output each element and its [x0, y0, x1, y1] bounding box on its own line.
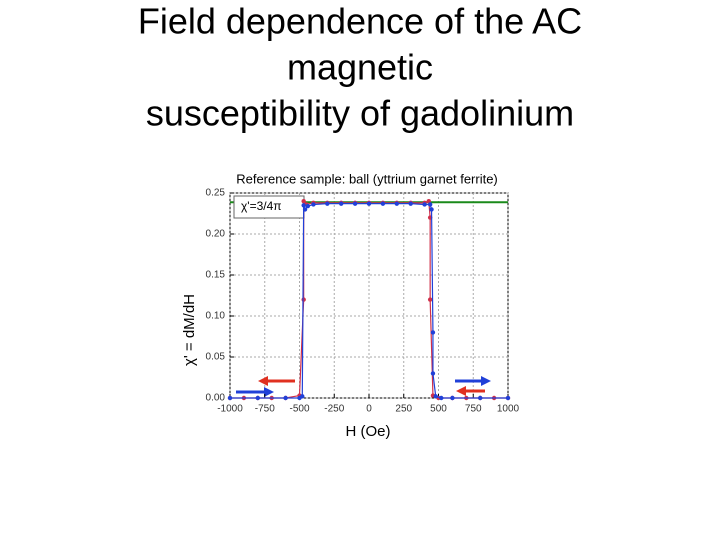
data-point — [305, 203, 311, 209]
y-tick-label: 0.05 — [206, 352, 226, 363]
data-point — [427, 297, 433, 302]
data-point — [255, 395, 260, 401]
y-tick-label: 0.15 — [206, 270, 226, 281]
data-point — [430, 330, 436, 335]
data-point — [352, 201, 358, 206]
arrow-head — [258, 376, 268, 386]
data-point — [478, 395, 483, 401]
slide-title: susceptibility of gadolinium — [146, 93, 574, 134]
x-tick-label: 250 — [395, 404, 412, 415]
data-point — [311, 202, 316, 207]
data-point — [302, 207, 308, 212]
data-point — [505, 395, 511, 401]
y-tick-label: 0.20 — [206, 229, 226, 240]
data-point — [380, 201, 386, 206]
data-point — [429, 207, 434, 212]
data-point — [408, 201, 413, 206]
y-tick-label: 0.25 — [206, 188, 226, 199]
y-tick-label: 0.10 — [206, 311, 226, 322]
arrow-head — [264, 387, 274, 397]
data-point — [430, 371, 436, 376]
chart-title: Reference sample: ball (yttrium garnet f… — [236, 171, 498, 186]
x-axis-label: H (Oe) — [346, 423, 391, 440]
data-point — [300, 394, 305, 399]
slide-title: Field dependence of the AC — [138, 1, 582, 42]
x-tick-label: 750 — [465, 404, 482, 415]
data-point — [339, 201, 344, 206]
x-tick-label: 1000 — [497, 404, 520, 415]
y-axis-label: χ' = dM/dH — [181, 294, 198, 366]
data-point — [301, 203, 306, 208]
y-tick-label: 0.00 — [206, 393, 226, 404]
data-point — [301, 199, 306, 204]
annotation: χ'=3/4π — [241, 199, 282, 213]
data-point — [301, 297, 306, 302]
data-point — [450, 395, 455, 401]
slide-title: magnetic — [287, 47, 433, 88]
arrows — [236, 376, 491, 397]
data-point — [283, 395, 288, 401]
data-point — [227, 395, 233, 401]
x-tick-label: -1000 — [217, 404, 243, 415]
x-tick-label: -500 — [289, 404, 309, 415]
x-tick-label: 500 — [430, 404, 447, 415]
data-point — [427, 202, 433, 207]
arrow-head — [456, 386, 466, 396]
data-point — [366, 201, 372, 206]
data-point — [439, 395, 444, 401]
plot-frame — [229, 192, 509, 399]
x-tick-label: -750 — [255, 404, 275, 415]
data-point — [422, 202, 427, 207]
series-line — [230, 203, 508, 399]
arrow-head — [481, 376, 491, 386]
data-point — [433, 394, 438, 399]
x-tick-label: 0 — [366, 404, 372, 415]
data-point — [394, 201, 399, 206]
data-point — [325, 201, 330, 206]
x-tick-label: -250 — [324, 404, 344, 415]
